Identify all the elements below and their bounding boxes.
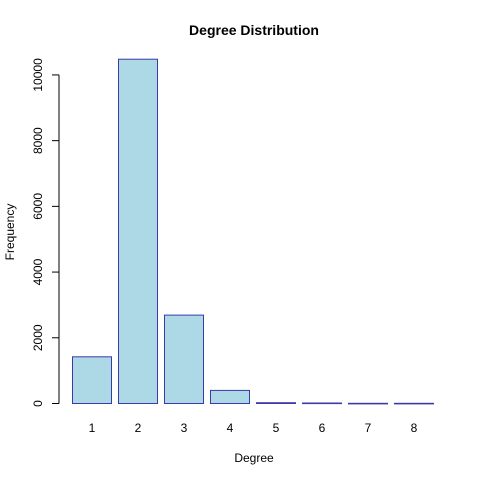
bar-7 [348, 402, 388, 405]
x-tick-label-6: 6 [319, 421, 326, 435]
bar-1 [72, 356, 112, 404]
bar-6 [302, 402, 342, 405]
bar-4 [210, 389, 250, 404]
y-tick-label-6000: 6000 [31, 193, 45, 220]
x-tick-label-8: 8 [411, 421, 418, 435]
bar-2 [118, 58, 158, 404]
x-tick-label-2: 2 [135, 421, 142, 435]
y-tick-label-4000: 4000 [31, 258, 45, 285]
bar-3 [164, 314, 204, 405]
bar-5 [256, 402, 296, 405]
x-tick-label-5: 5 [273, 421, 280, 435]
x-axis-label: Degree [234, 451, 274, 465]
bar-8 [394, 402, 434, 405]
bars-group [72, 58, 434, 405]
x-tick-label-1: 1 [89, 421, 96, 435]
y-axis-label: Frequency [3, 204, 17, 261]
chart-title: Degree Distribution [189, 22, 319, 38]
x-tick-labels: 1 2 3 4 5 6 7 8 [89, 421, 418, 435]
x-tick-label-3: 3 [181, 421, 188, 435]
x-tick-label-4: 4 [227, 421, 234, 435]
y-tick-label-8000: 8000 [31, 127, 45, 154]
y-tick-label-10000: 10000 [31, 58, 45, 92]
y-tick-label-2000: 2000 [31, 324, 45, 351]
y-axis: 0 2000 4000 6000 8000 10000 [31, 58, 60, 407]
y-tick-label-0: 0 [31, 400, 45, 407]
x-tick-label-7: 7 [365, 421, 372, 435]
